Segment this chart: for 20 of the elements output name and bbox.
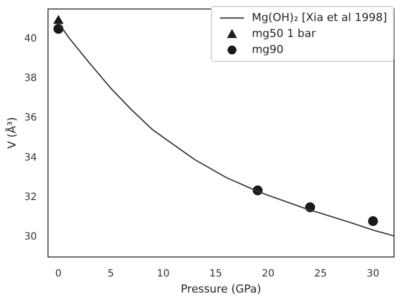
x-tick-label: 25 [314, 268, 327, 280]
x-tick-label: 5 [108, 268, 114, 280]
x-tick-label: 20 [262, 268, 275, 280]
x-axis-title: Pressure (GPa) [180, 282, 262, 296]
x-tick-label: 30 [366, 268, 380, 280]
y-tick-label: 34 [24, 152, 37, 164]
x-tick-label: 15 [209, 268, 222, 280]
y-tick-label: 38 [24, 72, 37, 84]
point [54, 15, 64, 24]
legend-label: mg90 [252, 42, 284, 58]
x-tick-label: 0 [55, 268, 62, 280]
point [368, 216, 378, 226]
y-tick-label: 40 [24, 33, 37, 44]
y-tick-label: 32 [24, 192, 37, 203]
x-tick-label: 10 [156, 268, 170, 280]
legend-label: mg50 1 bar [252, 26, 316, 42]
legend-label: Mg(OH)₂ [Xia et al 1998] [252, 10, 387, 26]
y-tick-label: 30 [24, 232, 37, 243]
y-axis-title: V (Å³) [4, 117, 18, 149]
y-tick-label: 36 [24, 112, 37, 124]
